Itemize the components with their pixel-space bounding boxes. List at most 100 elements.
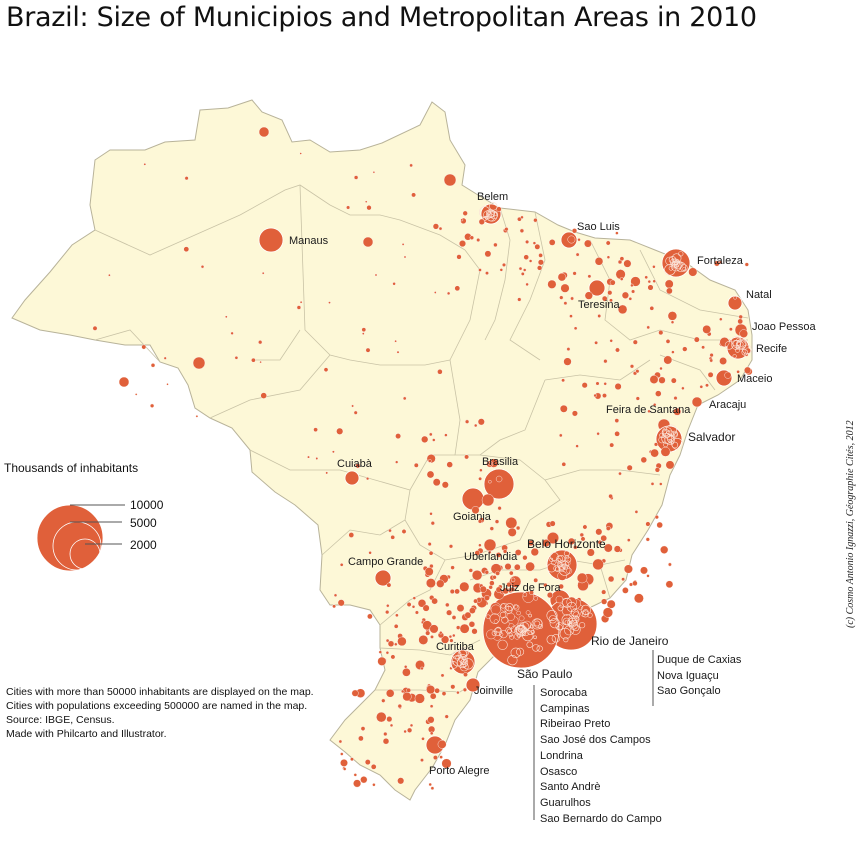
municipality-circle (667, 311, 678, 321)
municipality-circle (92, 325, 98, 331)
municipality-circle (440, 673, 445, 678)
metro-subcircle (680, 264, 688, 272)
municipality-circle (595, 528, 603, 536)
municipality-circle (421, 435, 429, 444)
metro-subcircle (554, 566, 561, 572)
municipality-circle (355, 463, 361, 469)
municipality-circle (427, 459, 432, 463)
municipality-circle (428, 782, 432, 787)
municipality-circle (432, 223, 440, 230)
metro-subcircle (555, 557, 562, 564)
municipality-circle (348, 532, 355, 538)
municipality-circle (520, 271, 525, 276)
circle-goiania (461, 487, 485, 511)
municipality-circle (437, 739, 447, 749)
municipality-circle (671, 350, 675, 354)
municipality-circle (605, 240, 611, 246)
municipality-circle (486, 629, 496, 640)
municipality-circle (409, 723, 414, 728)
municipality-circle (597, 314, 602, 318)
municipality-circle (729, 327, 733, 332)
municipality-circle (525, 610, 531, 615)
municipality-circle (141, 344, 147, 350)
circle-manaus (258, 227, 284, 253)
municipality-circle (434, 687, 440, 694)
municipality-circle (494, 519, 500, 524)
municipality-circle (654, 467, 661, 473)
municipality-circle (537, 259, 544, 266)
metro-subcircle (549, 552, 559, 561)
municipality-circle (403, 729, 407, 734)
municipality-circle (489, 580, 495, 586)
municipality-circle (402, 668, 411, 677)
sp-metro-item: Sao Bernardo do Campo (540, 812, 662, 825)
municipality-circle (603, 382, 607, 386)
municipality-circle (360, 776, 368, 784)
municipality-circle (492, 575, 497, 580)
municipality-circle (402, 396, 407, 401)
municipality-circle (646, 325, 651, 330)
circle-uberlandia (483, 538, 497, 552)
sp-metro-item: Sorocaba (540, 687, 588, 699)
municipality-circle (261, 271, 265, 275)
municipality-circle (366, 205, 372, 211)
municipality-circle (626, 464, 633, 471)
municipality-circle (623, 564, 633, 574)
municipality-circle (517, 297, 522, 302)
municipality-circle (340, 752, 344, 756)
metro-subcircle (507, 654, 518, 666)
metro-subcircle (561, 605, 572, 616)
municipality-circle (150, 363, 156, 368)
municipality-circle (601, 295, 608, 302)
municipality-circle (563, 357, 572, 366)
municipality-circle (372, 783, 376, 787)
metro-subcircle (478, 206, 491, 218)
municipality-circle (429, 704, 434, 709)
municipality-circle (445, 602, 450, 608)
sp-metro-item: Santo Andrè (540, 781, 601, 794)
municipality-circle (376, 711, 387, 723)
municipality-circle (406, 602, 412, 607)
label-recife: Recife (756, 343, 787, 355)
metro-subcircle (559, 627, 572, 640)
metro-subcircle (563, 565, 568, 571)
municipality-circle (404, 665, 408, 669)
municipality-circle (385, 609, 390, 615)
municipality-circle (411, 605, 416, 609)
municipality-circle (428, 432, 433, 437)
municipality-circle (536, 265, 543, 271)
metro-subcircle (538, 624, 543, 629)
metro-subcircle (732, 354, 737, 359)
metro-subcircle (549, 557, 554, 562)
municipality-circle (666, 287, 673, 295)
municipality-circle (520, 215, 524, 220)
label-sao-luis: Sao Luis (577, 221, 620, 233)
metro-subcircle (499, 630, 508, 639)
metro-subcircle (731, 339, 741, 350)
circle-porto-velho (192, 356, 206, 370)
municipality-circle (446, 461, 453, 468)
municipality-circle (409, 163, 413, 168)
label-sao-paulo: São Paulo (517, 667, 573, 681)
circle-macapa (443, 173, 457, 187)
label-uberlandia: Uberlandia (464, 551, 518, 563)
municipality-circle (425, 578, 436, 588)
municipality-circle (374, 273, 378, 277)
municipality-circle (645, 521, 651, 527)
municipality-circle (559, 404, 568, 413)
municipality-circle (377, 656, 387, 666)
rio-metro-item: Sao Gonçalo (657, 685, 721, 698)
municipality-circle (650, 482, 655, 486)
label-maceio: Maceio (737, 373, 772, 385)
municipality-circle (448, 634, 453, 639)
municipality-circle (606, 599, 616, 609)
municipality-circle (608, 493, 613, 499)
label-natal: Natal (746, 289, 772, 301)
municipality-circle (571, 228, 578, 234)
legend-value-5000: 5000 (130, 516, 157, 530)
municipality-circle (361, 327, 367, 333)
municipality-circle (488, 550, 492, 554)
municipality-circle (609, 298, 613, 303)
municipality-circle (709, 358, 714, 363)
municipality-circle (603, 543, 613, 553)
